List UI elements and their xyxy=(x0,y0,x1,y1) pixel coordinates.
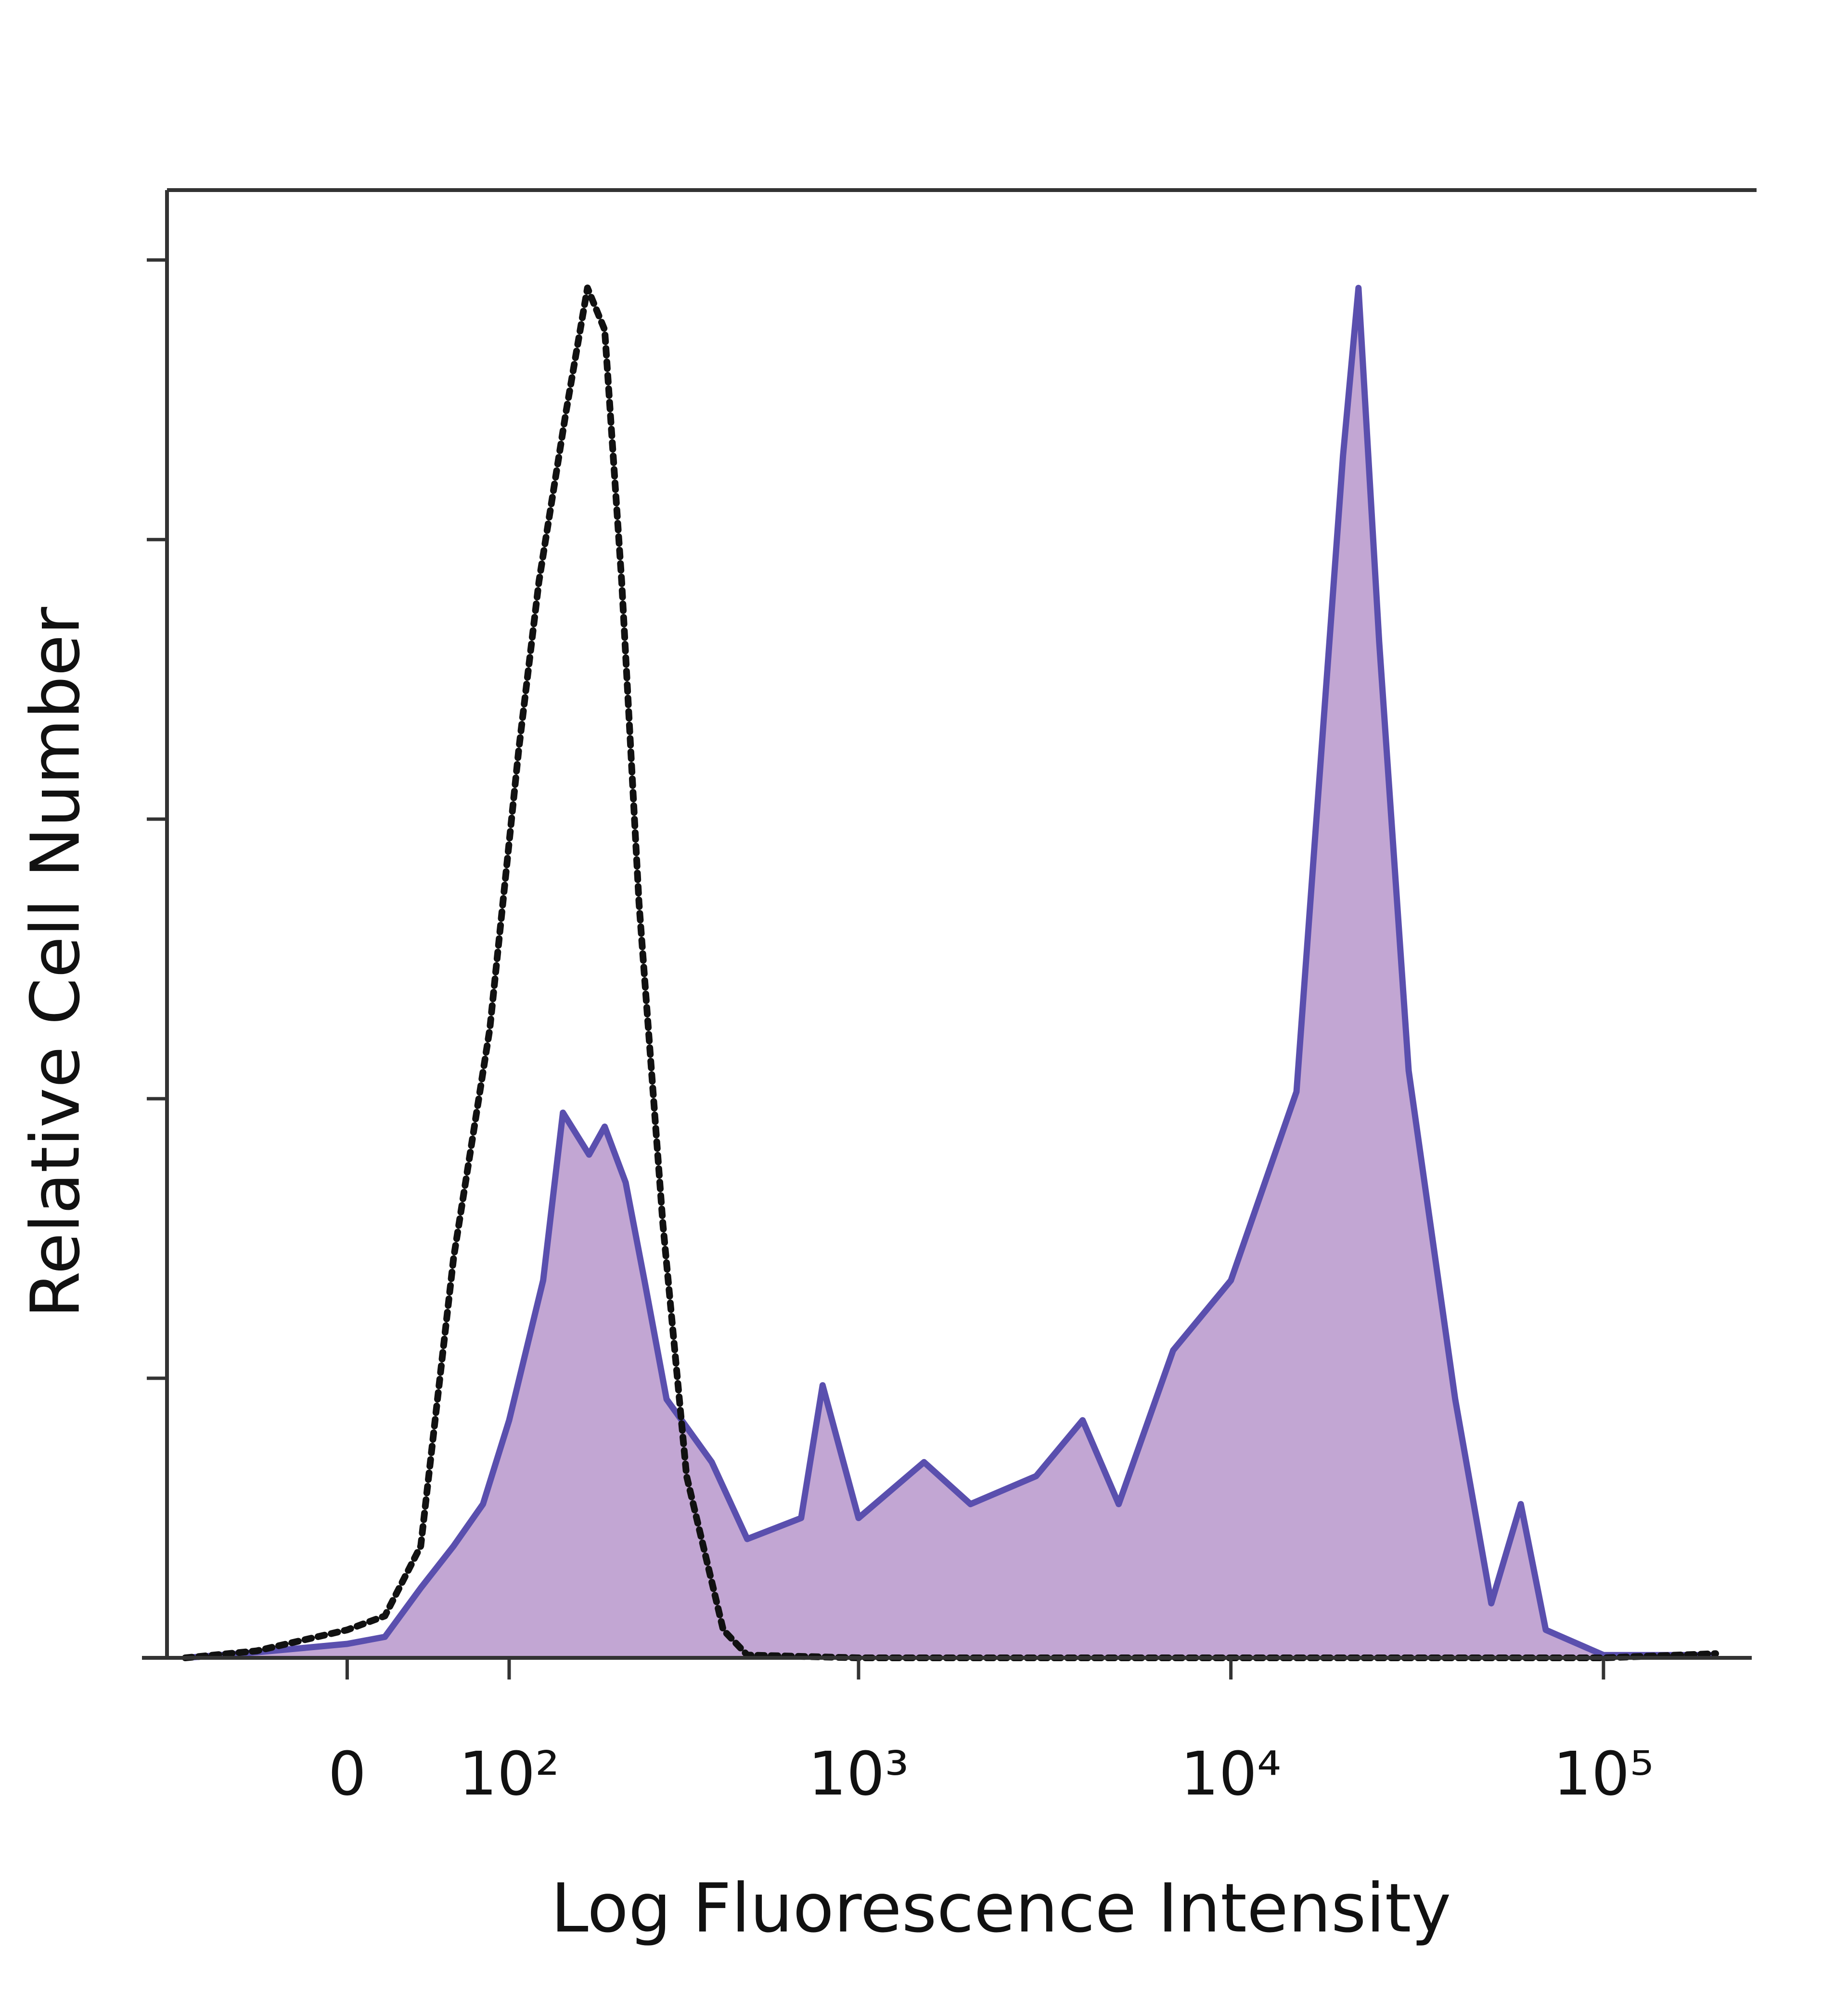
x-tick-label: 0 xyxy=(328,1739,367,1809)
control-line xyxy=(181,284,1719,1661)
histogram-area xyxy=(185,288,1716,1658)
histogram-line xyxy=(185,284,1716,1661)
x-axis-title: Log Fluorescence Intensity xyxy=(551,1870,1451,1948)
x-tick-label: 10² xyxy=(459,1739,559,1809)
y-axis-title: Relative Cell Number xyxy=(17,607,95,1318)
x-tick-label: 10³ xyxy=(808,1739,909,1809)
x-tick-label: 10⁵ xyxy=(1553,1739,1654,1809)
x-tick-label: 10⁴ xyxy=(1181,1739,1281,1809)
